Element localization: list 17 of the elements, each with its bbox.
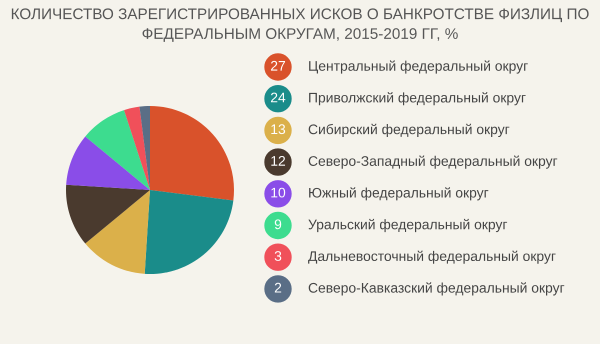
legend-label: Дальневосточный федеральный округ (308, 250, 556, 264)
data-label: 12 (271, 156, 286, 166)
data-label: 24 (270, 92, 286, 102)
legend-label: Южный федеральный округ (309, 187, 488, 200)
data-label: 13 (271, 124, 286, 134)
legend-label: Центральный федеральный округ (309, 60, 528, 74)
legend-label: Уральский федеральный округ (308, 218, 508, 232)
data-label: 2 (274, 282, 282, 292)
chart-title: КОЛИЧЕСТВО ЗАРЕГИСТРИРОВАННЫХ ИСКОВ О БАНКРОТСТВЕ ФИЗЛИЦ ПО ФЕДЕРАЛЬНЫМ ОКРУГАМ, 2015-2019 ГГ, % (12, 8, 589, 42)
legend-label: Северо-Западный федеральный округ (308, 156, 558, 169)
legend-label: Северо-Кавказский федеральный округ (308, 282, 564, 296)
data-label: 27 (270, 60, 286, 71)
data-label: 3 (274, 251, 282, 261)
legend-label: Сибирский федеральный округ (308, 124, 510, 137)
legend-label: Приволжский федеральный округ (309, 92, 526, 106)
data-label: 10 (271, 188, 286, 198)
data-label: 9 (274, 219, 282, 230)
